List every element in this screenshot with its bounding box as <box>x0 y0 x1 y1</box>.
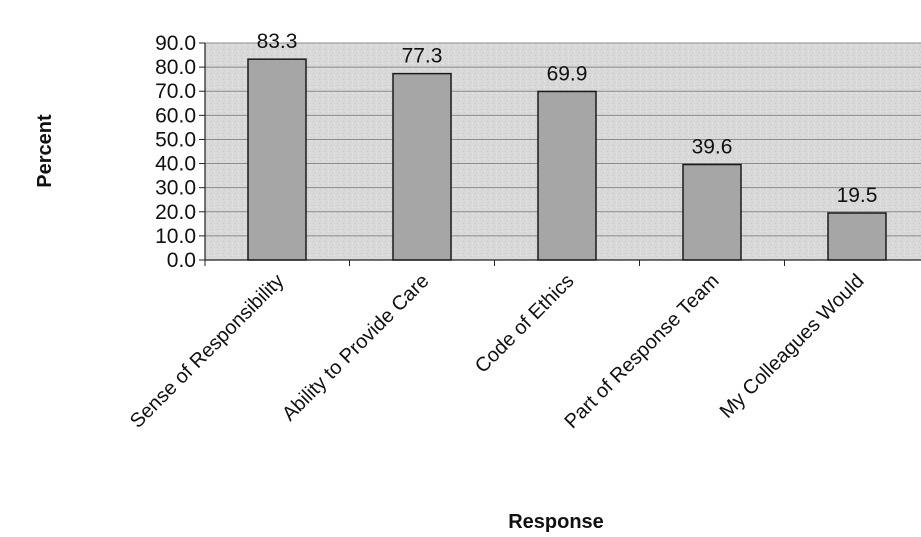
bar <box>247 58 307 261</box>
y-tick-label: 60.0 <box>155 104 196 127</box>
y-tick-label: 50.0 <box>155 128 196 151</box>
y-tick-label: 90.0 <box>155 32 196 55</box>
y-tick-label: 30.0 <box>155 177 196 200</box>
bar <box>537 90 597 261</box>
data-labels: 83.3 77.3 69.9 39.6 19.5 <box>257 30 878 207</box>
bar <box>682 163 742 261</box>
data-label: 83.3 <box>257 30 298 53</box>
data-label: 39.6 <box>692 136 733 159</box>
y-tick-label: 10.0 <box>155 225 196 248</box>
y-axis: 0.010.020.030.040.050.060.070.080.090.0 <box>155 32 206 272</box>
category-label: My Colleagues Would <box>716 270 869 423</box>
y-axis-title: Percent <box>34 114 56 188</box>
y-tick-label: 70.0 <box>155 80 196 103</box>
data-label: 77.3 <box>402 45 443 68</box>
y-tick-label: 40.0 <box>155 153 196 176</box>
y-tick-label: 80.0 <box>155 56 196 79</box>
x-axis-title: Response <box>508 511 604 533</box>
category-label: Sense of Responsibility <box>126 270 289 433</box>
y-tick-label: 20.0 <box>155 201 196 224</box>
category-label: Ability to Provide Care <box>278 270 433 425</box>
category-label: Code of Ethics <box>471 270 579 378</box>
bars <box>247 58 887 261</box>
category-label: Part of Response Team <box>560 270 723 433</box>
data-label: 19.5 <box>837 184 878 207</box>
bar <box>392 72 452 261</box>
y-tick-label: 0.0 <box>167 249 196 272</box>
bar <box>827 212 887 261</box>
data-label: 69.9 <box>547 62 588 85</box>
